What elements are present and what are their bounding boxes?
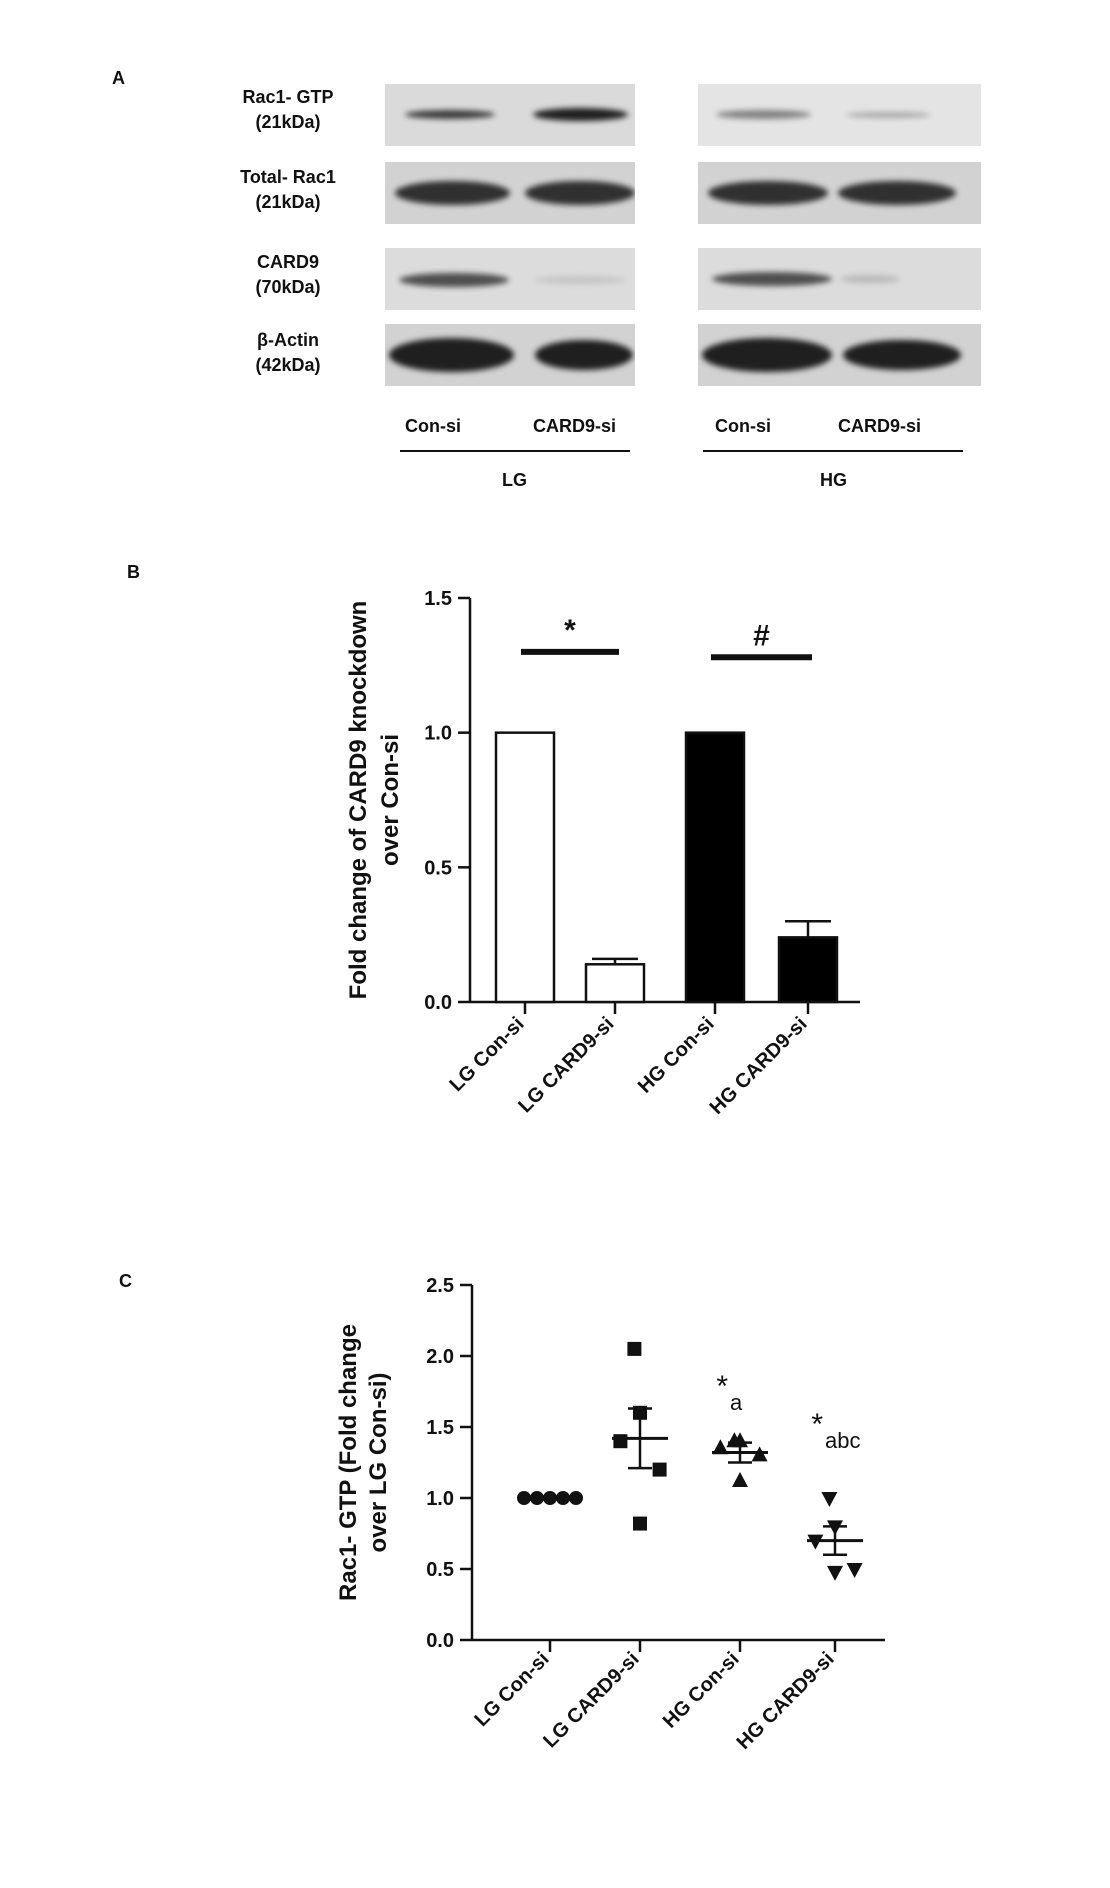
data-point: [712, 1439, 729, 1455]
blot-strip-card9-hg: [698, 248, 981, 310]
data-point: [821, 1492, 838, 1507]
data-point: [652, 1462, 667, 1477]
protein-name: Rac1- GTP: [242, 87, 334, 107]
blot-band: [712, 272, 832, 286]
significance-label: *: [564, 614, 576, 647]
annotation-subscript: a: [730, 1390, 743, 1415]
y-tick-label: 2.5: [426, 1275, 454, 1297]
blot-band: [708, 181, 828, 205]
blot-band: [535, 340, 633, 370]
data-point: [569, 1491, 583, 1505]
protein-size: (42kDa): [255, 355, 321, 375]
annotation-star: *: [716, 1370, 728, 1403]
data-point: [807, 1534, 824, 1550]
y-axis-label-line-2: over Con-si: [377, 734, 404, 866]
annotation-star: *: [811, 1408, 823, 1441]
panel-letter-b: B: [127, 562, 140, 582]
blot-strip-beta-actin-hg: [698, 324, 981, 386]
data-point: [613, 1434, 628, 1449]
blot-row-label-total-rac1: Total- Rac1 (21kDa): [218, 165, 358, 215]
group-line-lg: [400, 450, 630, 452]
lane-label-lg-card9-si: CARD9-si: [533, 416, 617, 436]
protein-size: (21kDa): [255, 112, 321, 132]
blot-strip-total-rac1-hg: [698, 162, 981, 224]
blot-band: [525, 181, 635, 205]
data-point: [633, 1516, 647, 1531]
y-tick-label: 0.0: [424, 992, 452, 1014]
bar: [777, 936, 839, 1004]
group-label-lg: LG: [502, 470, 527, 490]
data-point: [827, 1565, 843, 1581]
protein-name: CARD9: [256, 252, 319, 272]
x-tick-label: LG Con-si: [445, 1013, 528, 1096]
protein-size: (21kDa): [255, 192, 321, 212]
group-label-hg: HG: [820, 470, 847, 490]
y-axis-label-line-1: Rac1- GTP (Fold change: [335, 1324, 362, 1601]
y-tick-label: 1.5: [426, 1417, 454, 1439]
blot-strip-rac1-gtp-lg: [385, 84, 635, 146]
significance-label: #: [753, 619, 770, 652]
blot-row-label-card9: CARD9 (70kDa): [218, 250, 358, 300]
blot-band: [716, 110, 811, 119]
blot-band: [840, 275, 900, 283]
blot-band: [846, 112, 931, 118]
blot-strip-total-rac1-lg: [385, 162, 635, 224]
blot-strip-rac1-gtp-hg: [698, 84, 981, 146]
x-tick-label: HG CARD9-si: [706, 1013, 812, 1119]
blot-band: [843, 340, 961, 370]
lane-label-hg-card9-si: CARD9-si: [838, 416, 922, 436]
protein-name: Total- Rac1: [240, 167, 336, 187]
y-axis-label-line-1: Fold change of CARD9 knockdown: [345, 601, 372, 1000]
blot-strip-card9-lg: [385, 248, 635, 310]
data-point: [556, 1491, 570, 1505]
panel-letter-a: A: [112, 68, 125, 88]
data-point: [732, 1471, 748, 1487]
data-point: [732, 1432, 748, 1448]
x-tick-label: LG CARD9-si: [539, 1648, 643, 1752]
lane-label-hg-con-si: Con-si: [715, 416, 771, 436]
blot-strip-beta-actin-lg: [385, 324, 635, 386]
y-axis-label-line-2: over LG Con-si): [365, 1372, 392, 1552]
x-tick-label: HG Con-si: [634, 1013, 719, 1098]
protein-name: β-Actin: [257, 330, 319, 350]
annotation-subscript: abc: [825, 1428, 860, 1453]
blot-band: [533, 108, 628, 121]
y-tick-label: 0.5: [424, 857, 452, 879]
lane-label-lg-con-si: Con-si: [405, 416, 461, 436]
blot-band: [702, 338, 832, 372]
data-point: [827, 1520, 843, 1536]
x-tick-label: LG Con-si: [470, 1648, 553, 1731]
bar: [494, 731, 556, 1004]
blot-band: [535, 276, 625, 284]
bar: [584, 963, 646, 1004]
data-point: [751, 1446, 768, 1462]
blot-band: [399, 273, 509, 287]
data-point: [846, 1563, 863, 1578]
blot-band: [389, 338, 514, 372]
data-point: [633, 1405, 647, 1420]
group-line-hg: [703, 450, 963, 452]
data-point: [530, 1491, 544, 1505]
y-tick-label: 0.5: [426, 1559, 454, 1581]
x-tick-label: LG CARD9-si: [514, 1013, 618, 1117]
data-point: [517, 1491, 531, 1505]
blot-row-label-beta-actin: β-Actin (42kDa): [218, 328, 358, 378]
data-point: [627, 1341, 642, 1356]
panel-letter-c: C: [119, 1271, 132, 1291]
x-tick-label: HG Con-si: [659, 1648, 744, 1733]
y-tick-label: 2.0: [426, 1346, 454, 1368]
blot-band: [838, 181, 956, 205]
bar: [684, 731, 746, 1004]
y-tick-label: 1.0: [424, 723, 452, 745]
y-tick-label: 1.5: [424, 588, 452, 610]
protein-size: (70kDa): [255, 277, 321, 297]
blot-band: [405, 110, 495, 119]
blot-row-label-rac1-gtp: Rac1- GTP (21kDa): [218, 85, 358, 135]
x-tick-label: HG CARD9-si: [733, 1648, 839, 1754]
y-tick-label: 1.0: [426, 1488, 454, 1510]
y-tick-label: 0.0: [426, 1630, 454, 1652]
blot-band: [395, 181, 510, 205]
data-point: [543, 1491, 557, 1505]
